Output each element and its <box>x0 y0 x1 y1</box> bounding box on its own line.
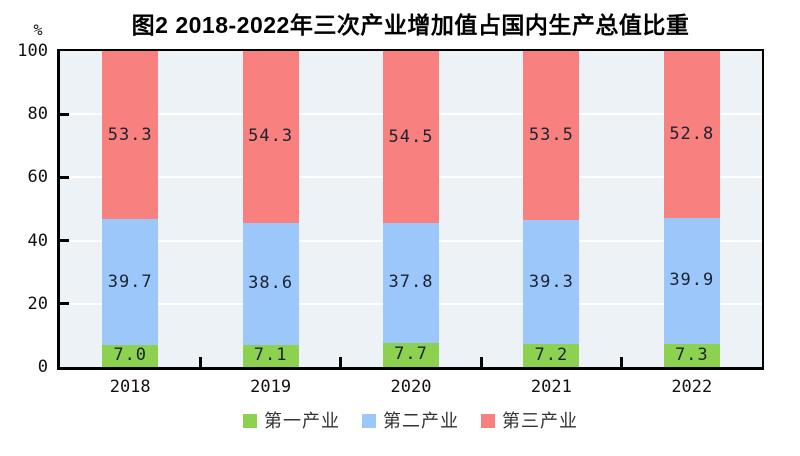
bar-segment-第三产业: 54.3 <box>242 51 299 223</box>
legend-swatch-icon <box>481 414 495 428</box>
y-axis-tick <box>60 175 69 179</box>
bar-segment-第二产业: 38.6 <box>242 222 299 345</box>
plot-area: 7.0 39.7 53.3 7.1 38.6 54.3 7.7 37.8 54.5 7.2 39.3… <box>57 49 764 370</box>
bar-value-label: 53.5 <box>528 125 574 146</box>
x-axis-tick <box>620 357 624 367</box>
legend-item-第二产业: 第二产业 <box>362 412 459 430</box>
bar-value-label: 54.5 <box>388 126 434 147</box>
bar-value-label: 7.3 <box>674 344 709 365</box>
x-axis-tick <box>339 357 343 367</box>
legend-swatch-icon <box>243 414 257 428</box>
bar-segment-第三产业: 54.5 <box>383 51 439 224</box>
y-axis-tick-label: 80 <box>27 104 48 125</box>
y-axis-tick-label: 40 <box>27 230 48 251</box>
bar-value-label: 39.9 <box>669 270 715 291</box>
bar-value-label: 39.3 <box>528 271 574 292</box>
bar-2020: 7.7 37.8 54.5 <box>383 51 439 367</box>
bar-value-label: 53.3 <box>107 124 153 145</box>
bar-segment-第三产业: 53.5 <box>523 51 580 221</box>
bar-segment-第二产业: 39.9 <box>663 217 720 344</box>
x-axis-tick <box>198 357 202 367</box>
legend-item-第三产业: 第三产业 <box>481 412 578 430</box>
legend-label: 第三产业 <box>502 411 578 431</box>
bar-2019: 7.1 38.6 54.3 <box>242 51 299 367</box>
bar-segment-第二产业: 39.7 <box>102 219 159 345</box>
y-axis-tick <box>60 302 69 306</box>
bar-2021: 7.2 39.3 53.5 <box>523 51 580 367</box>
y-axis-tick-label: 100 <box>17 41 48 61</box>
y-axis-unit-label: % <box>33 21 43 39</box>
bar-value-label: 38.6 <box>248 273 294 294</box>
bar-segment-第一产业: 7.7 <box>383 342 439 367</box>
bar-segment-第三产业: 52.8 <box>663 51 720 218</box>
bar-value-label: 37.8 <box>388 272 434 293</box>
legend-item-第一产业: 第一产业 <box>243 412 340 430</box>
y-axis-tick-label: 0 <box>37 357 48 377</box>
bar-value-label: 7.0 <box>113 345 148 366</box>
bar-segment-第一产业: 7.1 <box>242 344 299 367</box>
y-axis-labels: 0 20 40 60 80 100 <box>8 42 48 376</box>
bar-segment-第二产业: 39.3 <box>523 220 580 345</box>
legend: 第一产业 第二产业 第三产业 <box>57 412 764 430</box>
bar-value-label: 52.8 <box>669 123 715 144</box>
x-axis-category-label: 2019 <box>250 377 292 397</box>
bar-segment-第一产业: 7.0 <box>102 344 159 367</box>
bar-2022: 7.3 39.9 52.8 <box>663 51 720 367</box>
bar-value-label: 7.7 <box>394 344 428 365</box>
y-axis-tick <box>60 239 69 243</box>
bar-segment-第二产业: 37.8 <box>383 223 439 343</box>
legend-swatch-icon <box>362 414 376 428</box>
bar-segment-第三产业: 53.3 <box>102 51 159 220</box>
y-axis-tick-label: 20 <box>27 293 48 314</box>
bar-value-label: 39.7 <box>107 271 153 292</box>
x-axis-category-label: 2018 <box>109 377 151 397</box>
bar-segment-第一产业: 7.2 <box>523 344 580 367</box>
y-axis-tick-label: 60 <box>27 167 48 188</box>
bar-value-label: 7.1 <box>253 345 288 366</box>
x-axis-tick <box>479 357 483 367</box>
bar-value-label: 54.3 <box>248 126 294 147</box>
legend-label: 第一产业 <box>264 411 340 431</box>
bar-2018: 7.0 39.7 53.3 <box>102 51 159 367</box>
x-axis-category-label: 2021 <box>530 377 572 397</box>
bar-value-label: 7.2 <box>534 345 569 366</box>
chart-title: 图2 2018-2022年三次产业增加值占国内生产总值比重 <box>131 12 690 38</box>
x-axis-category-label: 2020 <box>390 377 432 397</box>
x-axis-labels: 2018 2019 2020 2021 2022 <box>60 377 762 397</box>
x-axis-category-label: 2022 <box>671 377 713 397</box>
y-axis-tick <box>60 112 69 116</box>
bar-segment-第一产业: 7.3 <box>663 343 720 367</box>
legend-label: 第二产业 <box>383 411 459 431</box>
